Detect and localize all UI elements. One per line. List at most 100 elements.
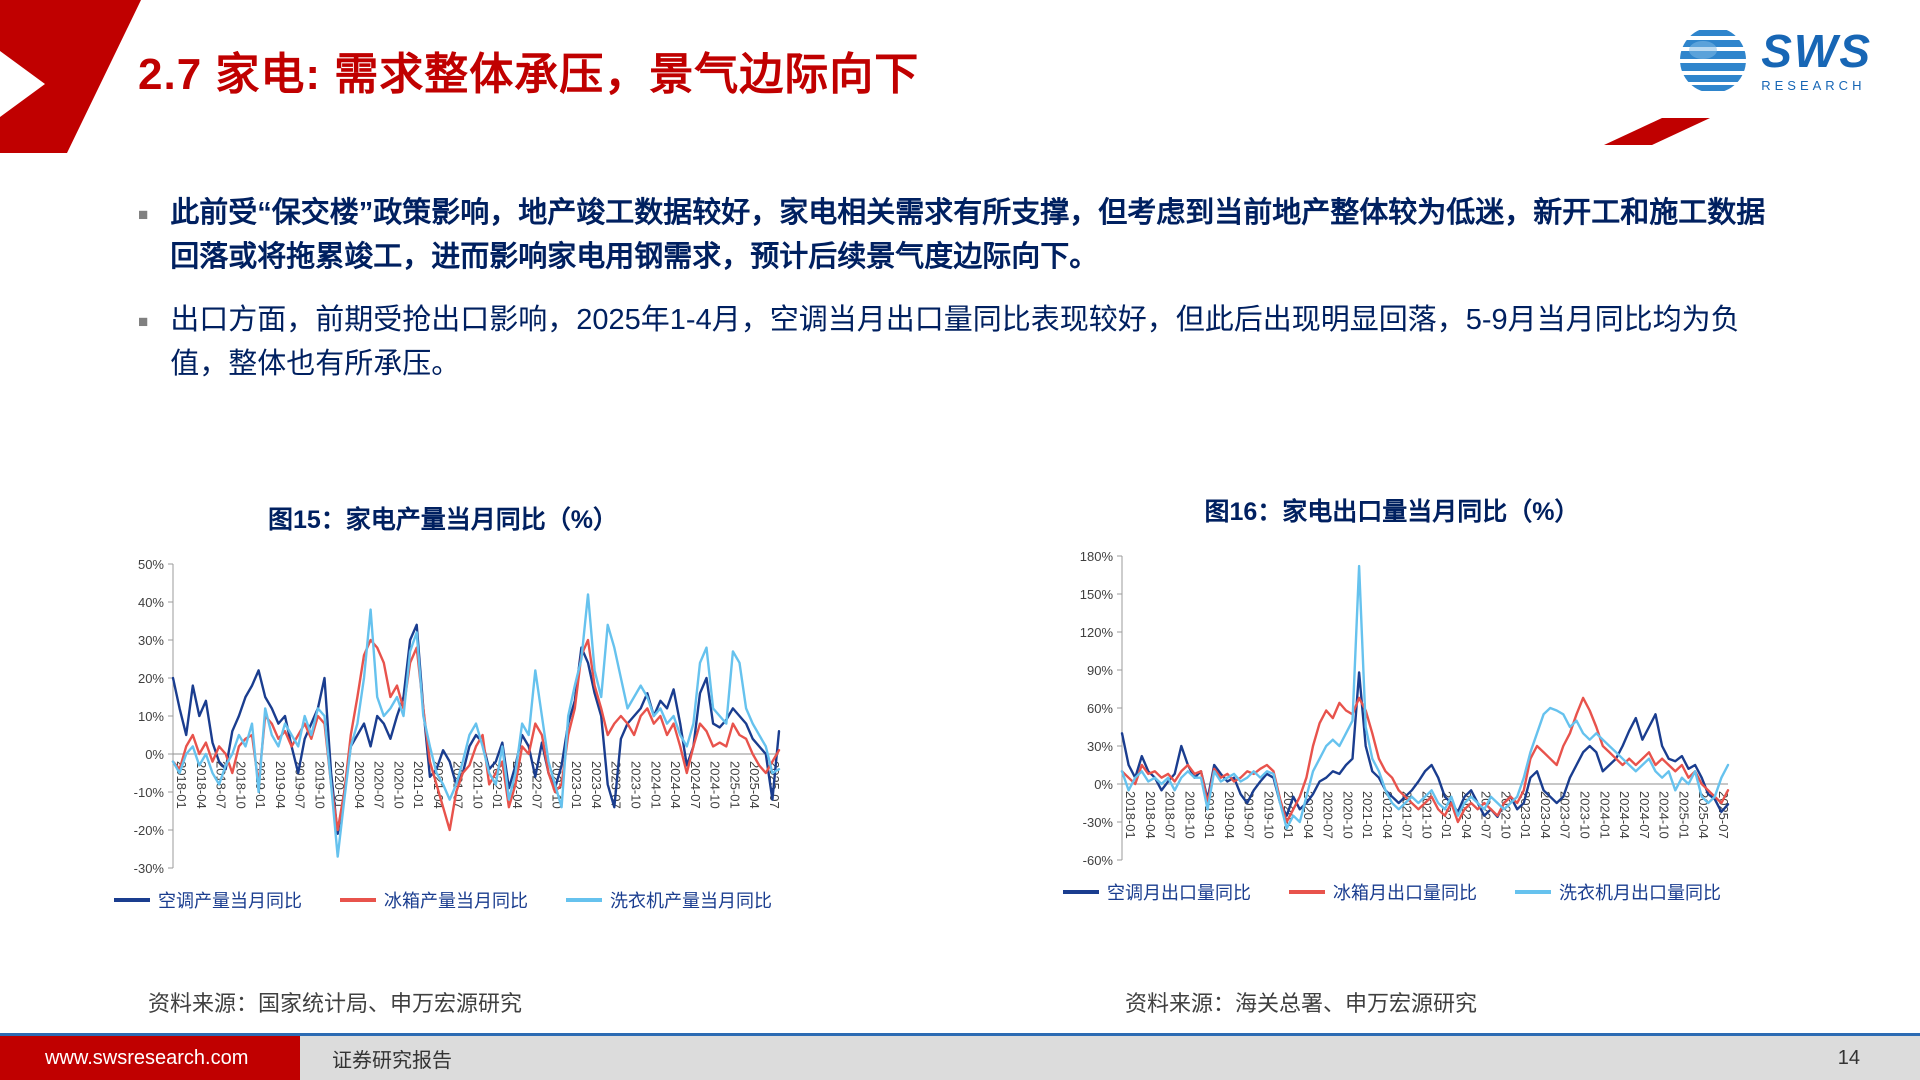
legend-swatch [566, 898, 602, 902]
svg-text:2025-01: 2025-01 [727, 761, 742, 809]
source-note: 资料来源：海关总署、申万宏源研究 [1125, 991, 1478, 1016]
svg-text:0%: 0% [1094, 777, 1113, 792]
svg-text:2024-04: 2024-04 [668, 761, 683, 809]
red-corner-flag [0, 0, 141, 153]
footer-bar: www.swsresearch.com 证券研究报告 14 [0, 1033, 1920, 1080]
svg-text:2025-04: 2025-04 [747, 761, 762, 809]
svg-text:2022-01: 2022-01 [490, 761, 505, 809]
logo-research-label: RESEARCH [1761, 78, 1866, 93]
svg-text:2020-10: 2020-10 [391, 761, 406, 809]
legend-item: 空调月出口量同比 [1063, 879, 1251, 905]
legend-label: 空调月出口量同比 [1107, 883, 1251, 903]
chart-figure-16: 图16：家电出口量当月同比（%） -60% -30% 0% 30% 60% 90% 120%… [1042, 492, 1742, 905]
svg-text:2018-01: 2018-01 [1123, 791, 1138, 839]
svg-text:2023-04: 2023-04 [1538, 791, 1553, 839]
svg-text:2019-10: 2019-10 [312, 761, 327, 809]
svg-text:2021-10: 2021-10 [1419, 791, 1434, 839]
svg-text:2018-04: 2018-04 [194, 761, 209, 809]
svg-text:-30%: -30% [134, 861, 165, 876]
chart-legend: 空调月出口量同比 冰箱月出口量同比 洗衣机月出口量同比 [1042, 879, 1742, 905]
svg-text:90%: 90% [1087, 663, 1113, 678]
svg-text:2020-10: 2020-10 [1340, 791, 1355, 839]
svg-text:-20%: -20% [134, 823, 165, 838]
line-chart-1: -60% -30% 0% 30% 60% 90% 120% 150% 180% 2018-01 20… [1080, 549, 1731, 868]
legend-label: 冰箱月出口量同比 [1333, 883, 1477, 903]
svg-text:0%: 0% [145, 747, 164, 762]
bullet-list: ■ 此前受“保交楼”政策影响，地产竣工数据较好，家电相关需求有所支撑，但考虑到当… [138, 192, 1788, 406]
footer-url[interactable]: www.swsresearch.com [45, 1046, 249, 1069]
svg-text:2018-04: 2018-04 [1143, 791, 1158, 839]
line-chart-0: -30% -20% -10% 0% 10% 20% 30% 40% 50% 2018-01 2018… [134, 557, 782, 876]
svg-text:-30%: -30% [1083, 815, 1114, 830]
svg-text:150%: 150% [1080, 587, 1114, 602]
bullet-square-icon: ■ [138, 205, 149, 224]
legend-label: 洗衣机月出口量同比 [1559, 883, 1721, 903]
svg-text:30%: 30% [138, 633, 164, 648]
chart-title: 图16：家电出口量当月同比（%） [1204, 498, 1580, 526]
globe-icon [1680, 30, 1747, 91]
legend-swatch [1289, 890, 1325, 894]
svg-text:2024-10: 2024-10 [1657, 791, 1672, 839]
svg-text:2018-07: 2018-07 [214, 761, 229, 809]
svg-text:2020-04: 2020-04 [1301, 791, 1316, 839]
svg-text:2018-01: 2018-01 [174, 761, 189, 809]
bullet-item: ■ 此前受“保交楼”政策影响，地产竣工数据较好，家电相关需求有所支撑，但考虑到当… [138, 192, 1788, 279]
legend-item: 冰箱月出口量同比 [1289, 879, 1477, 905]
svg-text:2019-04: 2019-04 [1222, 791, 1237, 839]
svg-text:2024-07: 2024-07 [1637, 791, 1652, 839]
page-title: 2.7 家电: 需求整体承压，景气边际向下 [138, 50, 920, 99]
chart-legend: 空调产量当月同比 冰箱产量当月同比 洗衣机产量当月同比 [93, 887, 793, 913]
sws-logo: SWS RESEARCH [1677, 24, 1872, 96]
svg-text:2018-10: 2018-10 [1182, 791, 1197, 839]
legend-swatch [1063, 890, 1099, 894]
legend-label: 洗衣机产量当月同比 [610, 891, 772, 911]
footer-red-block: www.swsresearch.com [0, 1036, 300, 1080]
svg-text:2024-07: 2024-07 [688, 761, 703, 809]
svg-text:2025-07: 2025-07 [1716, 791, 1731, 839]
svg-text:120%: 120% [1080, 625, 1114, 640]
legend-item: 洗衣机产量当月同比 [566, 887, 772, 913]
line-chart-canvas: -30% -20% -10% 0% 10% 20% 30% 40% 50% 2018-01 2018… [93, 548, 793, 885]
legend-item: 冰箱产量当月同比 [340, 887, 528, 913]
svg-text:60%: 60% [1087, 701, 1113, 716]
svg-text:2023-01: 2023-01 [569, 761, 584, 809]
svg-text:2021-01: 2021-01 [411, 761, 426, 809]
svg-text:2019-07: 2019-07 [293, 761, 308, 809]
svg-text:2019-10: 2019-10 [1261, 791, 1276, 839]
svg-text:2020-07: 2020-07 [372, 761, 387, 809]
svg-text:2019-04: 2019-04 [273, 761, 288, 809]
svg-text:2020-04: 2020-04 [352, 761, 367, 809]
logo-text: SWS RESEARCH [1761, 28, 1872, 92]
svg-text:-10%: -10% [134, 785, 165, 800]
svg-text:20%: 20% [138, 671, 164, 686]
chart-title: 图15：家电产量当月同比（%） [267, 506, 619, 534]
svg-text:2023-10: 2023-10 [1578, 791, 1593, 839]
svg-text:180%: 180% [1080, 549, 1114, 564]
red-accent-slash [1604, 118, 1710, 145]
svg-text:2020-07: 2020-07 [1321, 791, 1336, 839]
chart-figure-15: 图15：家电产量当月同比（%） -30% -20% -10% 0% 10% 20% 30% 4… [93, 500, 793, 913]
bullet-text: 此前受“保交楼”政策影响，地产竣工数据较好，家电相关需求有所支撑，但考虑到当前地… [170, 197, 1766, 273]
legend-swatch [1515, 890, 1551, 894]
svg-text:2023-01: 2023-01 [1518, 791, 1533, 839]
svg-text:2018-10: 2018-10 [233, 761, 248, 809]
svg-text:2021-10: 2021-10 [470, 761, 485, 809]
bullet-item: ■ 出口方面，前期受抢出口影响，2025年1-4月，空调当月出口量同比表现较好，… [138, 299, 1788, 386]
svg-text:30%: 30% [1087, 739, 1113, 754]
logo-sws-label: SWS [1761, 25, 1872, 77]
svg-text:2019-07: 2019-07 [1242, 791, 1257, 839]
page-number: 14 [1837, 1046, 1860, 1069]
svg-text:2025-01: 2025-01 [1676, 791, 1691, 839]
svg-text:2024-01: 2024-01 [648, 761, 663, 809]
svg-text:2024-04: 2024-04 [1617, 791, 1632, 839]
svg-text:10%: 10% [138, 709, 164, 724]
legend-swatch [114, 898, 150, 902]
legend-item: 空调产量当月同比 [114, 887, 302, 913]
svg-text:2024-10: 2024-10 [708, 761, 723, 809]
legend-label: 空调产量当月同比 [158, 891, 302, 911]
bullet-square-icon: ■ [138, 312, 149, 331]
svg-text:50%: 50% [138, 557, 164, 572]
line-chart-canvas: -60% -30% 0% 30% 60% 90% 120% 150% 180% 2018-01 20… [1042, 540, 1742, 877]
svg-text:40%: 40% [138, 595, 164, 610]
